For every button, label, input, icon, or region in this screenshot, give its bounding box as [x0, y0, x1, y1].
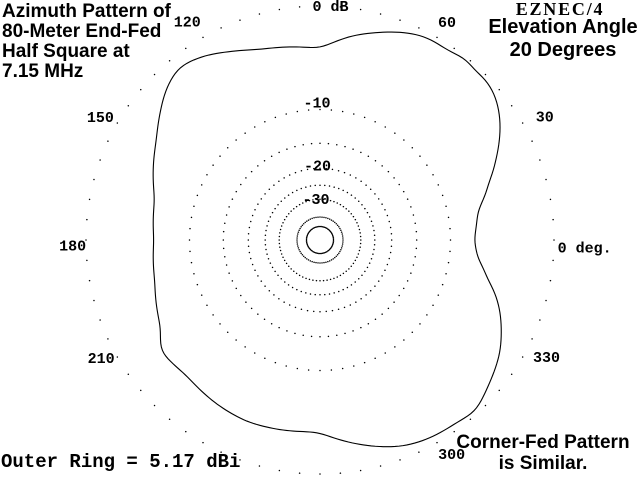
svg-text:60: 60	[438, 15, 456, 32]
svg-text:0 deg.: 0 deg.	[558, 241, 612, 258]
svg-text:0 dB: 0 dB	[313, 0, 349, 16]
svg-text:30: 30	[536, 109, 554, 126]
svg-text:-20: -20	[304, 158, 331, 175]
svg-text:150: 150	[87, 110, 114, 127]
svg-text:330: 330	[533, 350, 560, 367]
svg-text:180: 180	[59, 238, 86, 255]
svg-text:210: 210	[88, 351, 115, 368]
svg-text:-10: -10	[304, 95, 331, 112]
svg-text:-30: -30	[303, 192, 330, 209]
